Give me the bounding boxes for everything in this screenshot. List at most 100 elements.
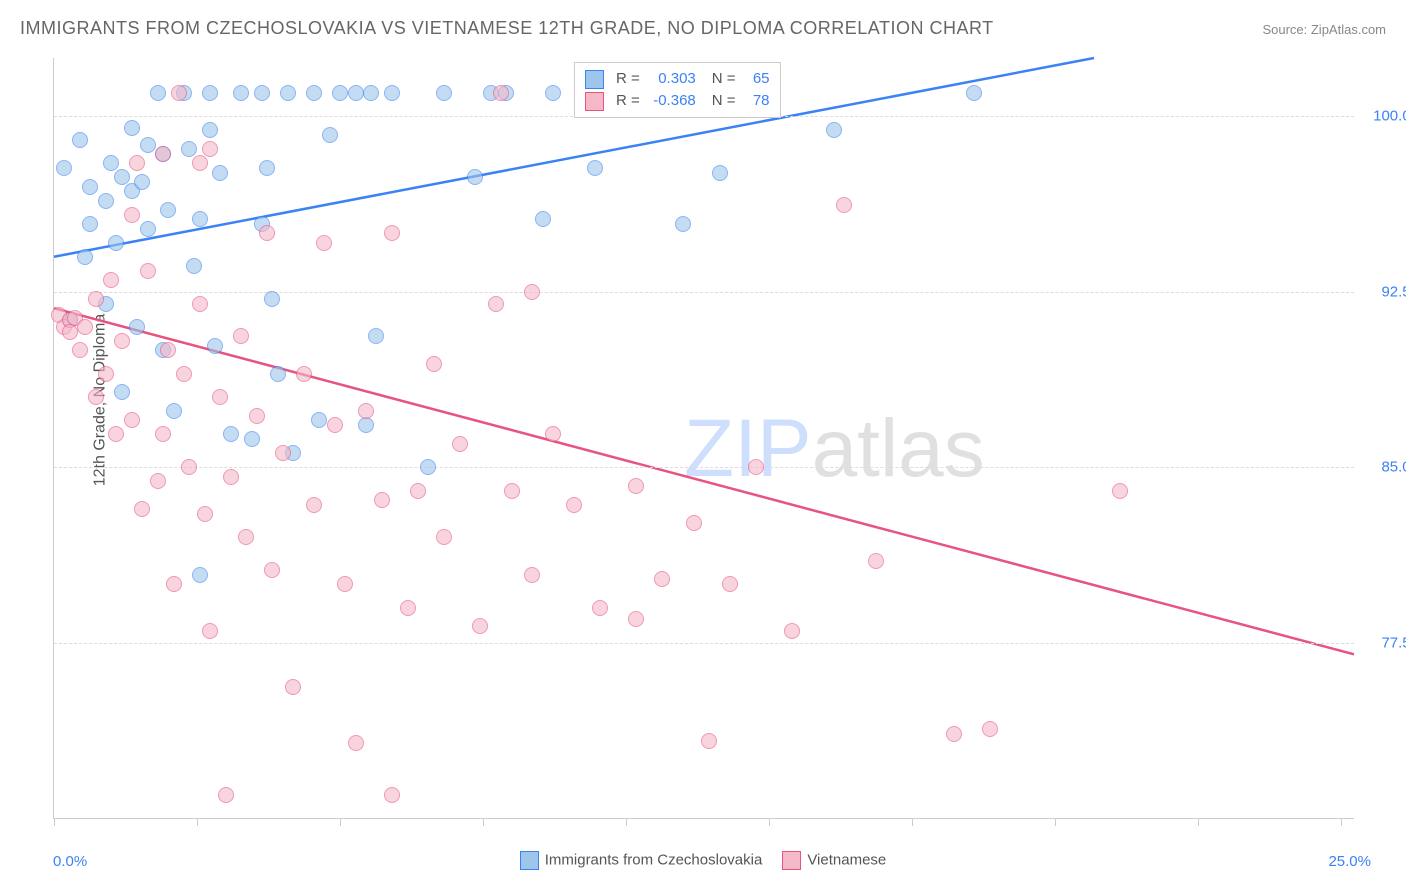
scatter-point: [592, 600, 608, 616]
scatter-point: [280, 85, 296, 101]
scatter-point: [836, 197, 852, 213]
legend-r-label: R =: [616, 90, 640, 112]
scatter-point: [654, 571, 670, 587]
scatter-point: [296, 366, 312, 382]
scatter-point: [270, 366, 286, 382]
scatter-point: [166, 576, 182, 592]
scatter-point: [140, 137, 156, 153]
scatter-point: [202, 122, 218, 138]
scatter-point: [176, 366, 192, 382]
scatter-point: [124, 120, 140, 136]
scatter-point: [337, 576, 353, 592]
x-tick: [483, 818, 484, 826]
scatter-point: [103, 272, 119, 288]
scatter-point: [488, 296, 504, 312]
scatter-point: [348, 85, 364, 101]
scatter-point: [77, 249, 93, 265]
scatter-point: [400, 600, 416, 616]
scatter-point: [966, 85, 982, 101]
watermark-part1: ZIP: [684, 403, 812, 494]
scatter-point: [504, 483, 520, 499]
x-tick: [912, 818, 913, 826]
x-tick: [1341, 818, 1342, 826]
scatter-point: [181, 141, 197, 157]
legend-r-value: 0.303: [646, 68, 696, 90]
scatter-point: [322, 127, 338, 143]
y-tick-label: 85.0%: [1364, 459, 1406, 476]
x-tick: [340, 818, 341, 826]
gridline: [54, 292, 1354, 293]
scatter-point: [192, 296, 208, 312]
scatter-point: [332, 85, 348, 101]
scatter-point: [129, 319, 145, 335]
scatter-point: [545, 426, 561, 442]
x-tick: [197, 818, 198, 826]
scatter-point: [701, 733, 717, 749]
scatter-point: [134, 501, 150, 517]
scatter-point: [368, 328, 384, 344]
watermark-part2: atlas: [812, 403, 985, 494]
scatter-point: [363, 85, 379, 101]
scatter-point: [186, 258, 202, 274]
scatter-point: [171, 85, 187, 101]
scatter-point: [535, 211, 551, 227]
scatter-point: [384, 225, 400, 241]
scatter-point: [166, 403, 182, 419]
scatter-point: [77, 319, 93, 335]
scatter-point: [223, 426, 239, 442]
scatter-point: [155, 146, 171, 162]
scatter-point: [946, 726, 962, 742]
legend-r-label: R =: [616, 68, 640, 90]
scatter-point: [410, 483, 426, 499]
scatter-point: [348, 735, 364, 751]
scatter-point: [72, 132, 88, 148]
scatter-point: [103, 155, 119, 171]
scatter-point: [982, 721, 998, 737]
scatter-point: [202, 85, 218, 101]
scatter-point: [218, 787, 234, 803]
scatter-point: [212, 165, 228, 181]
legend-swatch: [782, 851, 801, 870]
scatter-point: [160, 202, 176, 218]
scatter-point: [259, 160, 275, 176]
scatter-point: [181, 459, 197, 475]
scatter-point: [327, 417, 343, 433]
scatter-point: [467, 169, 483, 185]
source-tag: Source: ZipAtlas.com: [1262, 22, 1386, 37]
scatter-point: [82, 216, 98, 232]
scatter-point: [472, 618, 488, 634]
scatter-point: [150, 85, 166, 101]
scatter-point: [316, 235, 332, 251]
legend-row: R =0.303N =65: [585, 68, 770, 90]
scatter-point: [420, 459, 436, 475]
scatter-point: [88, 291, 104, 307]
scatter-point: [722, 576, 738, 592]
legend-swatch: [585, 92, 604, 111]
y-tick-label: 92.5%: [1364, 283, 1406, 300]
scatter-point: [192, 567, 208, 583]
scatter-point: [233, 328, 249, 344]
scatter-point: [108, 235, 124, 251]
scatter-point: [384, 85, 400, 101]
x-tick: [54, 818, 55, 826]
scatter-point: [82, 179, 98, 195]
legend-row: R =-0.368N =78: [585, 90, 770, 112]
gridline: [54, 643, 1354, 644]
scatter-point: [150, 473, 166, 489]
scatter-point: [358, 417, 374, 433]
scatter-point: [628, 478, 644, 494]
legend-r-value: -0.368: [646, 90, 696, 112]
scatter-point: [140, 263, 156, 279]
scatter-point: [238, 529, 254, 545]
scatter-point: [628, 611, 644, 627]
scatter-point: [233, 85, 249, 101]
scatter-point: [134, 174, 150, 190]
legend-n-value: 65: [742, 68, 770, 90]
x-tick: [769, 818, 770, 826]
scatter-point: [244, 431, 260, 447]
x-tick: [626, 818, 627, 826]
scatter-point: [88, 389, 104, 405]
scatter-point: [56, 160, 72, 176]
scatter-point: [264, 562, 280, 578]
scatter-point: [1112, 483, 1128, 499]
